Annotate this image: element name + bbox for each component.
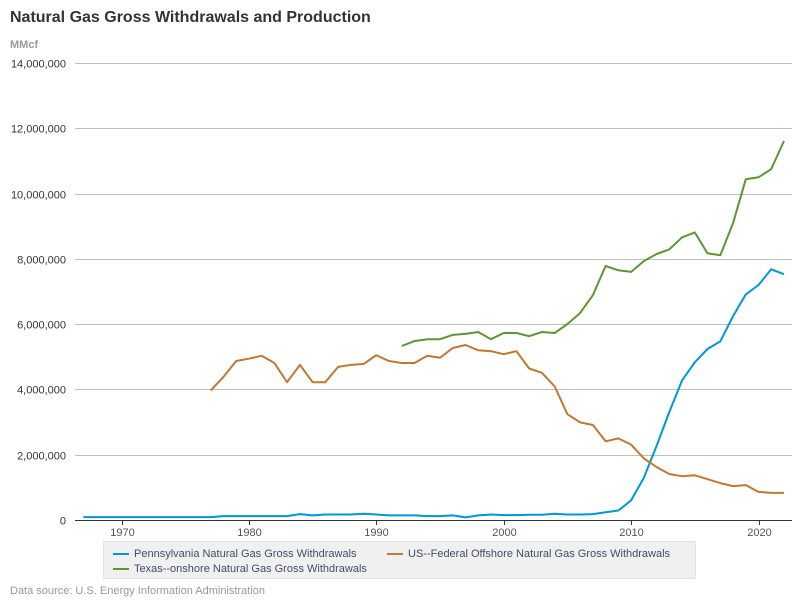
y-tick-label: 8,000,000: [17, 255, 66, 267]
y-tick-label: 6,000,000: [17, 320, 66, 332]
series-lines: [83, 140, 785, 519]
x-axis-ticks: 1970 1980 1990 2000 2010 2020: [110, 520, 772, 539]
y-tick-label: 14,000,000: [11, 59, 66, 71]
series-line-pennsylvania[interactable]: [83, 268, 785, 519]
y-tick-label: 10,000,000: [11, 190, 66, 202]
y-axis-ticks: 0 2,000,000 4,000,000 6,000,000 8,000,000 10,…: [11, 59, 66, 528]
y-tick-label: 0: [60, 516, 66, 528]
legend-item-federal-offshore[interactable]: US--Federal Offshore Natural Gas Gross W…: [387, 548, 670, 560]
y-tick-label: 2,000,000: [17, 451, 66, 463]
x-tick-label: 1980: [237, 527, 261, 539]
gridlines: [75, 63, 792, 521]
legend-swatch-pennsylvania: [113, 553, 129, 555]
legend-label-federal-offshore: US--Federal Offshore Natural Gas Gross W…: [408, 548, 671, 560]
line-chart: 0 2,000,000 4,000,000 6,000,000 8,000,000 10,…: [11, 59, 792, 539]
legend: Pennsylvania Natural Gas Gross Withdrawa…: [103, 541, 696, 579]
legend-swatch-texas-onshore: [113, 568, 129, 570]
x-tick-label: 2020: [747, 527, 771, 539]
x-tick-label: 2000: [492, 527, 516, 539]
series-line-federal-offshore[interactable]: [209, 344, 784, 494]
legend-item-pennsylvania[interactable]: Pennsylvania Natural Gas Gross Withdrawa…: [113, 548, 357, 560]
data-source-note: Data source: U.S. Energy Information Adm…: [10, 585, 265, 597]
y-tick-label: 4,000,000: [17, 385, 66, 397]
legend-label-texas-onshore: Texas--onshore Natural Gas Gross Withdra…: [134, 563, 367, 575]
y-tick-label: 12,000,000: [11, 124, 66, 136]
chart-title: Natural Gas Gross Withdrawals and Produc…: [10, 9, 371, 26]
legend-label-pennsylvania: Pennsylvania Natural Gas Gross Withdrawa…: [134, 548, 357, 560]
y-axis-unit-label: MMcf: [10, 39, 39, 51]
x-tick-label: 2010: [619, 527, 643, 539]
x-tick-label: 1970: [110, 527, 134, 539]
series-line-texas-onshore[interactable]: [401, 140, 785, 347]
x-tick-label: 1990: [364, 527, 388, 539]
legend-item-texas-onshore[interactable]: Texas--onshore Natural Gas Gross Withdra…: [113, 563, 367, 575]
legend-swatch-federal-offshore: [387, 553, 403, 555]
